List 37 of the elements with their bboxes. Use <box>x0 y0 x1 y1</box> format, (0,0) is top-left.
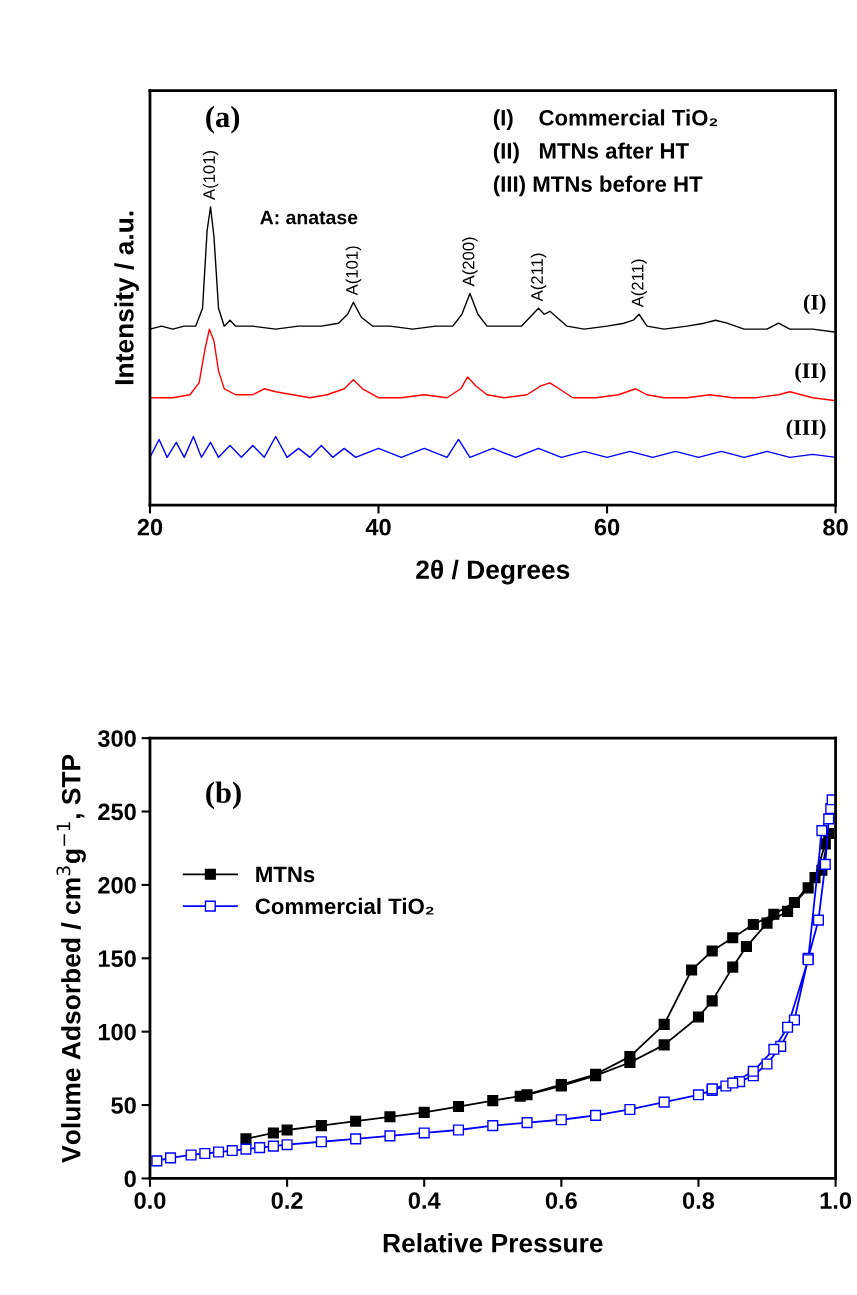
x-tick-label: 60 <box>594 518 620 536</box>
x-tick-label: 0.4 <box>408 1192 441 1209</box>
x-tick-label: 20 <box>137 518 163 536</box>
y-axis-title: Volume Adsorbed / cm$^{3}$g$^{−1}$, STP <box>56 754 86 1163</box>
annotation: A(101) <box>202 150 219 200</box>
annotation: A: anatase <box>260 210 358 225</box>
y-tick-label: 100 <box>98 1023 136 1041</box>
legend-label: MTNs <box>256 866 315 883</box>
x-tick-label: 40 <box>365 518 391 536</box>
annotation: A(200) <box>462 237 478 287</box>
text: (II) MTNs after HT <box>493 142 689 164</box>
y-axis-title: Intensity / a.u. <box>114 211 139 385</box>
x-axis-title: 2θ / Degrees <box>416 559 570 585</box>
y-tick-label: 200 <box>98 876 136 894</box>
x-tick-label: 0.0 <box>134 1192 166 1209</box>
text: (I) Commercial TiO₂ <box>493 109 718 131</box>
x-tick-label: 80 <box>823 518 848 536</box>
text: (a) <box>206 105 240 134</box>
y-tick-label: 300 <box>97 730 136 747</box>
series-label: (I) <box>803 294 826 315</box>
x-tick-label: 0.8 <box>682 1192 715 1209</box>
annotation: A(101) <box>345 246 362 296</box>
annotation: (b) <box>206 781 241 810</box>
x-tick-label: 1.0 <box>820 1192 852 1209</box>
series-label: (II) <box>795 362 826 383</box>
y-tick-label: 0 <box>124 1170 136 1188</box>
text: (III) MTNs before HT <box>493 175 703 197</box>
series-label: (III) <box>786 419 826 440</box>
y-tick-label: 150 <box>98 950 136 968</box>
x-tick-label: 0.6 <box>545 1192 577 1209</box>
y-tick-label: 250 <box>98 803 136 821</box>
annotation: A(211) <box>530 253 547 302</box>
legend-label: Commercial TiO₂ <box>255 897 434 915</box>
x-tick-label: 0.2 <box>271 1192 303 1209</box>
y-tick-label: 50 <box>111 1097 136 1114</box>
x-axis-title: Relative Pressure <box>383 1233 603 1253</box>
annotation: A(211) <box>631 259 647 308</box>
